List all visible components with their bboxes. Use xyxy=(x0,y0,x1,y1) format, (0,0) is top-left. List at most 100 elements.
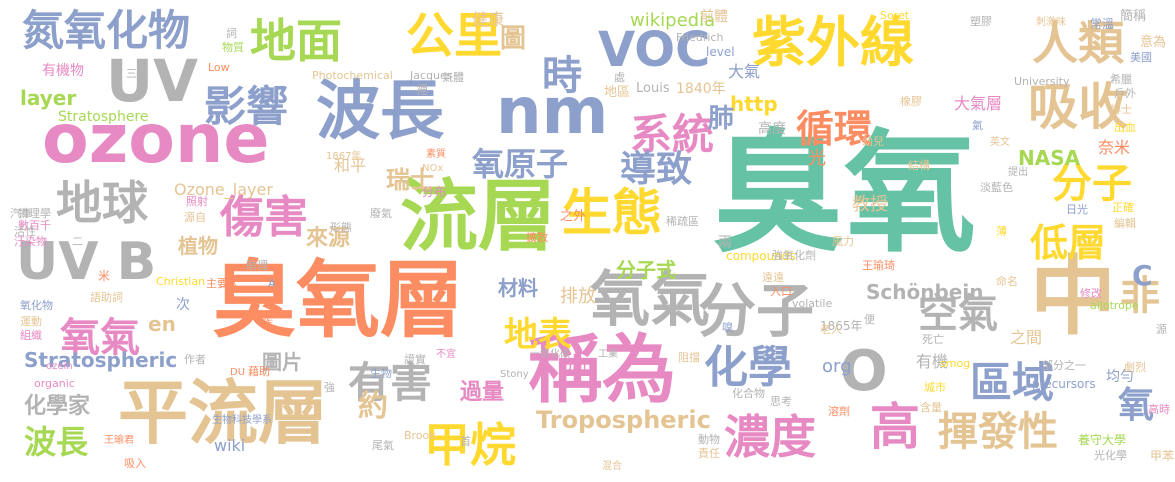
word: 約 xyxy=(358,389,388,424)
word: 劇烈 xyxy=(1124,361,1146,374)
word: 戶外 xyxy=(1114,87,1136,100)
word: 強 xyxy=(324,381,335,394)
word: 循環 xyxy=(796,107,873,151)
word: 橡膠 xyxy=(900,95,922,108)
word: 地球 xyxy=(56,176,148,230)
word: VOC xyxy=(598,22,711,78)
word: wikipedia xyxy=(630,10,716,31)
word: 化學 xyxy=(704,342,792,393)
word: 吸收 xyxy=(1028,78,1128,136)
word: 生物科技學系 xyxy=(212,415,272,426)
word: 中 xyxy=(1030,247,1116,347)
word: Photochemical xyxy=(312,69,393,82)
word: 不宜 xyxy=(436,349,456,360)
word: ozein xyxy=(46,361,73,372)
word: C xyxy=(1132,259,1153,292)
word: 一氧化碳 xyxy=(530,349,570,360)
word: 地區 xyxy=(604,85,631,100)
word: 揮發性 xyxy=(938,409,1058,455)
word: Louis xyxy=(636,81,670,96)
word: 王瑜君 xyxy=(104,435,134,446)
word: 廢氣 xyxy=(370,207,392,220)
word: 風力 xyxy=(832,235,854,248)
word: 有機 xyxy=(916,352,949,371)
word: 甲苯 xyxy=(1150,449,1175,463)
word: 平流層 xyxy=(118,372,328,454)
word: 薄 xyxy=(996,225,1007,238)
word: 高時 xyxy=(1148,403,1170,416)
word: Christian xyxy=(156,275,206,288)
word: 作者 xyxy=(184,353,206,366)
word: 前體 xyxy=(700,9,728,25)
word: 入口 xyxy=(770,285,792,298)
word: 來源 xyxy=(306,226,351,251)
word: smog xyxy=(940,357,971,370)
word: 地表 xyxy=(504,315,572,355)
word: University xyxy=(1014,75,1070,88)
word: 溶劑 xyxy=(828,405,850,418)
word: Friedrich xyxy=(676,31,724,44)
word: 大氣 xyxy=(728,62,761,81)
word: 人類 xyxy=(1032,16,1124,70)
word: 王瑜琦 xyxy=(862,259,895,272)
word: 日光 xyxy=(1066,203,1088,216)
word: en xyxy=(148,312,176,336)
word: 活性 xyxy=(14,225,36,238)
word: 尾氣 xyxy=(372,439,394,452)
word: Schönbein xyxy=(866,280,984,304)
word: organic xyxy=(34,377,75,390)
word: 光 xyxy=(808,148,826,169)
word: 刺激味 xyxy=(1036,17,1066,28)
word: 老人 xyxy=(820,323,842,336)
word: 意為 xyxy=(1140,35,1167,50)
word: 吸入 xyxy=(124,457,146,470)
word: 大氣層 xyxy=(954,94,1003,113)
word: 波長 xyxy=(24,423,89,461)
word: 證實 xyxy=(404,353,426,366)
word: 部分之一 xyxy=(1042,359,1086,372)
word: 濃度 xyxy=(724,410,816,464)
word: precursors xyxy=(1032,377,1096,391)
word: 混合 xyxy=(602,461,622,472)
word: 美國 xyxy=(1130,51,1152,64)
word: 材料 xyxy=(498,276,538,300)
word: 化合物 xyxy=(732,387,765,400)
word: 簡稱 xyxy=(1120,9,1147,24)
word: 教授 xyxy=(852,194,888,215)
word: 之外 xyxy=(560,209,587,224)
word: 稱為 xyxy=(528,327,676,413)
word: 系統 xyxy=(630,110,715,159)
word: 化學家 xyxy=(24,394,91,419)
word: 含量 xyxy=(920,401,942,414)
word: 1867年 xyxy=(326,151,362,162)
word: 出血 xyxy=(1114,121,1136,134)
word: 有害 xyxy=(348,358,433,407)
word: 氧 xyxy=(1118,385,1155,426)
word: 遠遠 xyxy=(762,271,784,284)
word: level xyxy=(706,45,735,59)
word: 健康 xyxy=(472,10,505,29)
word: 兩 xyxy=(718,235,732,251)
word: 處 xyxy=(614,71,625,84)
word: Stratosphere xyxy=(58,109,149,125)
word: 裡 xyxy=(416,83,429,97)
word: 汽車 xyxy=(10,207,32,220)
word: Jacques xyxy=(410,69,453,82)
word: 三 xyxy=(126,67,137,80)
word: 氧氣 xyxy=(60,315,140,361)
word: 常溫 xyxy=(1090,17,1115,31)
word: NOx xyxy=(422,163,444,174)
word: 臭氧 xyxy=(712,117,976,271)
word: 圖 xyxy=(500,24,527,54)
word: Soret xyxy=(880,9,910,22)
word: 數百千 xyxy=(18,219,51,232)
word: ppm xyxy=(562,356,598,375)
word: 正確 xyxy=(1112,201,1134,214)
word: 源自 xyxy=(184,211,206,224)
word: 稀疏區 xyxy=(666,215,699,228)
word: 氧化物 xyxy=(20,299,53,312)
word: 源 xyxy=(1156,323,1167,336)
word: 公里 xyxy=(406,8,503,64)
word: 強氧化劑 xyxy=(772,249,816,262)
